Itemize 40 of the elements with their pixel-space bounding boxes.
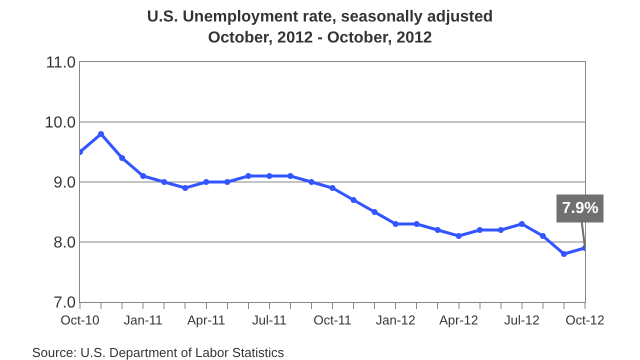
y-tick-label: 10.0 bbox=[44, 114, 76, 132]
point bbox=[414, 221, 420, 227]
point bbox=[98, 131, 104, 137]
chart-title: U.S. Unemployment rate, seasonally adjusted October, 2012 - October, 2012 bbox=[147, 8, 493, 46]
point bbox=[161, 179, 168, 185]
point bbox=[498, 227, 504, 233]
point bbox=[518, 221, 525, 227]
x-tick-label: Jan-12 bbox=[376, 312, 416, 328]
x-tick-label: Oct-11 bbox=[313, 312, 352, 328]
point bbox=[392, 221, 399, 227]
point bbox=[540, 233, 546, 239]
point bbox=[308, 179, 314, 185]
point bbox=[224, 179, 230, 185]
point bbox=[287, 173, 294, 179]
point bbox=[350, 197, 357, 203]
point bbox=[476, 227, 483, 233]
point bbox=[456, 233, 462, 239]
y-tick-label: 11.0 bbox=[46, 54, 76, 72]
x-tick-label: Jan-11 bbox=[124, 312, 163, 328]
point bbox=[140, 173, 146, 179]
point bbox=[119, 155, 126, 161]
annotation: 7.9% bbox=[562, 200, 598, 217]
point bbox=[203, 179, 210, 185]
point bbox=[372, 209, 378, 215]
source-note: Source: U.S. Department of Labor Statistics bbox=[32, 345, 285, 360]
y-tick-label: 8.0 bbox=[54, 234, 76, 252]
x-tick-label: Apr-12 bbox=[439, 312, 478, 328]
point bbox=[330, 185, 336, 191]
x-tick-label: Oct-12 bbox=[565, 312, 605, 328]
point bbox=[434, 227, 441, 233]
x-tick-label: Apr-11 bbox=[187, 312, 226, 328]
point bbox=[560, 251, 567, 257]
point bbox=[266, 173, 272, 179]
point bbox=[245, 173, 252, 179]
x-tick-label: Jul-12 bbox=[504, 312, 540, 328]
y-tick-label: 7.0 bbox=[54, 294, 76, 312]
x-tick-label: Jul-11 bbox=[252, 312, 287, 328]
point bbox=[182, 185, 188, 191]
y-tick-label: 9.0 bbox=[54, 174, 76, 192]
x-tick-label: Oct-10 bbox=[60, 312, 100, 328]
